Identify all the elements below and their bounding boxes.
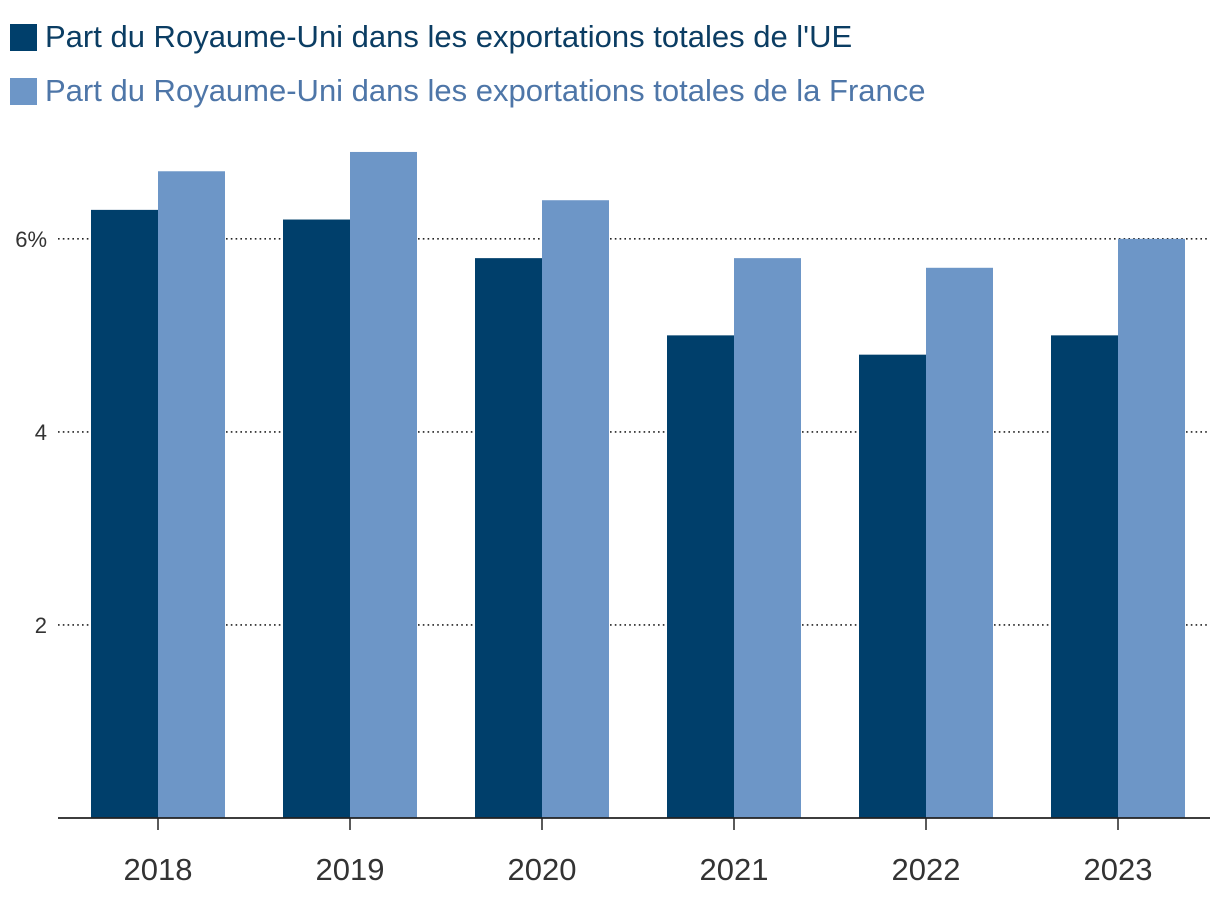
bar-2023-series-1 [1051,335,1118,818]
legend-swatch-eu [10,23,37,51]
x-tick-label-2021: 2021 [700,852,769,887]
x-tick-label-2020: 2020 [508,852,577,887]
bar-2019-series-1 [283,219,350,818]
bar-2018-series-2 [158,171,225,818]
legend-label-france: Part du Royaume-Uni dans les exportation… [45,73,926,108]
y-tick-label-6: 6% [15,227,47,252]
bar-2022-series-1 [859,354,926,818]
bar-2023-series-2 [1118,238,1185,819]
legend-item-france: Part du Royaume-Uni dans les exportation… [10,68,926,114]
x-tick-label-2023: 2023 [1084,852,1153,887]
bar-2019-series-2 [350,151,417,819]
x-tick-label-2022: 2022 [892,852,961,887]
x-tick-label-2018: 2018 [124,852,193,887]
y-tick-label-4: 4 [35,420,47,445]
legend-label-eu: Part du Royaume-Uni dans les exportation… [45,19,853,54]
chart-legend: Part du Royaume-Uni dans les exportation… [10,14,926,122]
y-tick-label-2: 2 [35,613,47,638]
bar-2022-series-2 [926,267,993,819]
bar-2021-series-2 [734,258,801,818]
bar-2020-series-1 [475,258,542,818]
legend-item-eu: Part du Royaume-Uni dans les exportation… [10,14,926,60]
x-tick-label-2019: 2019 [316,852,385,887]
bar-2018-series-1 [91,209,158,818]
bar-2020-series-2 [542,200,609,818]
legend-swatch-france [10,77,37,105]
bar-2021-series-1 [667,335,734,818]
